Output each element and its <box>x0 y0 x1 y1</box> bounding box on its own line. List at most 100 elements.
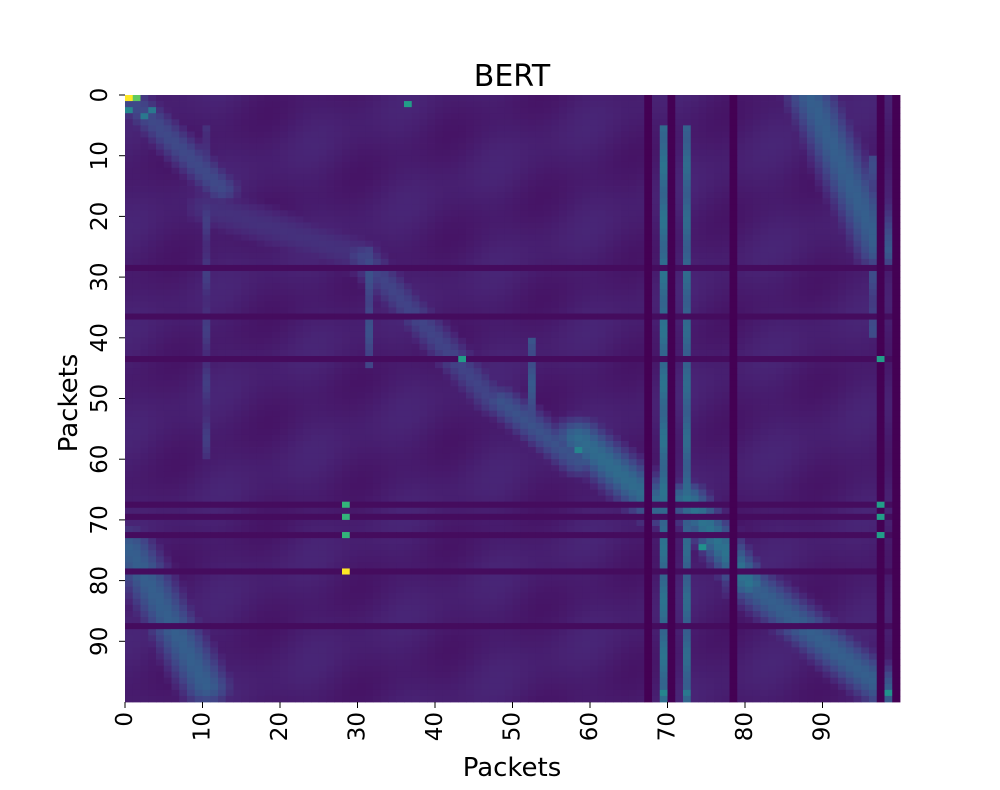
heatmap-cell <box>597 186 606 193</box>
heatmap-cell <box>667 167 676 175</box>
heatmap-cell <box>551 331 560 339</box>
heatmap-cell <box>373 143 382 151</box>
heatmap-cell <box>690 331 699 339</box>
heatmap-cell <box>225 198 234 205</box>
heatmap-cell <box>605 301 614 308</box>
heatmap-cell <box>884 349 893 357</box>
heatmap-cell <box>644 349 653 357</box>
heatmap-cell <box>256 368 265 375</box>
heatmap-cell <box>551 271 560 278</box>
heatmap-cell <box>807 125 816 132</box>
heatmap-cell <box>791 222 800 229</box>
heatmap-cell <box>326 331 335 339</box>
heatmap-cell <box>396 295 405 302</box>
heatmap-cell <box>295 325 304 333</box>
heatmap-cell <box>233 277 242 284</box>
heatmap-cell <box>512 222 521 229</box>
heatmap-cell <box>171 228 180 236</box>
heatmap-cell <box>605 131 614 138</box>
heatmap-cell <box>303 295 312 302</box>
heatmap-cell <box>776 380 785 387</box>
heatmap-cell <box>791 325 800 333</box>
heatmap-cell <box>791 392 800 399</box>
heatmap-cell <box>442 307 451 314</box>
heatmap-cell <box>450 246 459 254</box>
heatmap-cell <box>148 258 157 266</box>
heatmap-cell <box>729 337 738 345</box>
heatmap-cell <box>559 210 568 217</box>
heatmap-cell <box>404 240 413 248</box>
heatmap-cell <box>450 167 459 175</box>
heatmap-cell <box>497 343 506 351</box>
heatmap-cell <box>264 161 273 169</box>
heatmap-cell <box>334 198 343 205</box>
heatmap-cell <box>675 107 684 114</box>
heatmap-cell <box>249 349 258 357</box>
heatmap-cell <box>659 228 668 236</box>
heatmap-cell <box>318 198 327 205</box>
heatmap-cell <box>528 289 537 296</box>
heatmap-cell <box>473 325 482 333</box>
heatmap-cell <box>311 192 320 199</box>
heatmap-cell <box>543 295 552 302</box>
heatmap-cell <box>210 325 219 333</box>
heatmap-cell <box>357 101 366 108</box>
heatmap-cell <box>473 155 482 163</box>
heatmap-cell <box>535 155 544 163</box>
heatmap-cell <box>148 95 157 102</box>
heatmap-cell <box>450 313 459 320</box>
heatmap-cell <box>303 125 312 132</box>
heatmap-cell <box>342 283 351 290</box>
heatmap-cell <box>171 349 180 357</box>
heatmap-cell <box>280 210 289 217</box>
heatmap-cell <box>427 167 436 175</box>
heatmap-cell <box>225 325 234 333</box>
heatmap-cell <box>636 149 645 157</box>
heatmap-cell <box>698 186 707 193</box>
heatmap-cell <box>590 307 599 314</box>
heatmap-cell <box>497 107 506 114</box>
heatmap-cell <box>644 337 653 345</box>
heatmap-cell <box>365 271 374 278</box>
heatmap-cell <box>202 343 211 351</box>
heatmap-cell <box>194 368 203 375</box>
heatmap-cell <box>380 143 389 151</box>
heatmap-cell <box>528 337 537 345</box>
heatmap-cell <box>582 343 591 351</box>
heatmap-cell <box>714 343 723 351</box>
heatmap-cell <box>574 368 583 375</box>
heatmap-cell <box>210 386 219 393</box>
heatmap-cell <box>605 204 614 211</box>
heatmap-cell <box>473 264 482 272</box>
heatmap-cell <box>458 234 467 242</box>
heatmap-cell <box>667 125 676 132</box>
heatmap-cell <box>194 222 203 229</box>
heatmap-cell <box>776 313 785 320</box>
heatmap-cell <box>659 149 668 157</box>
heatmap-cell <box>140 179 149 187</box>
heatmap-cell <box>752 319 761 327</box>
heatmap-cell <box>427 307 436 314</box>
heatmap-cell <box>349 283 358 290</box>
heatmap-cell <box>528 264 537 272</box>
heatmap-cell <box>714 179 723 187</box>
heatmap-cell <box>853 149 862 157</box>
heatmap-cell <box>489 313 498 320</box>
heatmap-cell <box>202 210 211 217</box>
heatmap-cell <box>768 264 777 272</box>
heatmap-cell <box>652 222 661 229</box>
heatmap-cell <box>737 167 746 175</box>
heatmap-cell <box>605 374 614 381</box>
heatmap-cell <box>295 313 304 320</box>
heatmap-cell <box>822 313 831 320</box>
heatmap-cell <box>295 149 304 157</box>
heatmap-cell <box>535 143 544 151</box>
heatmap-cell <box>171 252 180 260</box>
heatmap-cell <box>838 313 847 320</box>
heatmap-cell <box>287 343 296 351</box>
heatmap-cell <box>659 264 668 272</box>
heatmap-cell <box>435 374 444 381</box>
heatmap-cell <box>605 337 614 345</box>
heatmap-cell <box>497 173 506 181</box>
heatmap-cell <box>675 125 684 132</box>
